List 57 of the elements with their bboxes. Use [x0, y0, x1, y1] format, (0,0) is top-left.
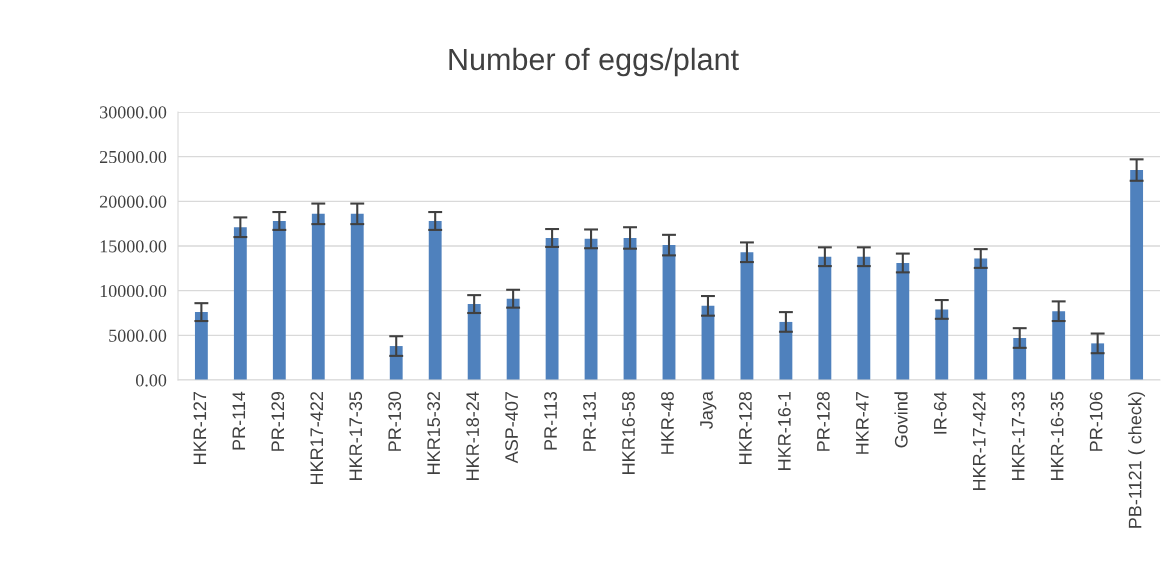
bar: [662, 245, 676, 380]
y-tick-label: 0.00: [135, 374, 167, 387]
bar: [779, 321, 793, 380]
x-tick-label: HKR16-58: [622, 391, 635, 474]
x-tick-label: HKR-17-35: [349, 391, 363, 480]
bar: [1091, 343, 1105, 380]
bar: [896, 262, 910, 380]
y-tick-label: 10000.00: [100, 284, 167, 298]
bar: [506, 298, 520, 380]
x-tick-label: IR-64: [933, 391, 947, 434]
chart-title: Number of eggs/plant: [449, 47, 739, 77]
x-tick-label: HKR-16-35: [1050, 391, 1064, 480]
bar: [194, 312, 208, 380]
x-tick-label: HKR-127: [193, 392, 207, 464]
bar: [311, 213, 325, 380]
x-tick-label: PR-106: [1089, 391, 1103, 451]
x-tick-label: HKR-47: [856, 392, 869, 454]
bar: [1013, 338, 1027, 380]
bar: [467, 304, 481, 380]
y-tick-label: 30000.00: [100, 106, 167, 119]
x-tick-label: PR-114: [232, 391, 246, 450]
bar: [740, 252, 754, 380]
x-tick-label: PR-129: [271, 391, 285, 451]
bar: [818, 256, 832, 380]
x-tick-label: PR-113: [544, 391, 557, 450]
x-tick-label: ASP-407: [505, 392, 518, 464]
y-tick-label: 20000.00: [99, 195, 167, 208]
x-tick-label: PR-130: [388, 391, 402, 451]
x-tick-label: HKR-16-1: [777, 391, 791, 470]
x-tick-label: HKR17-422: [310, 392, 323, 484]
x-tick-label: PR-128: [816, 391, 830, 451]
x-tick-label: Jaya: [700, 391, 717, 429]
bar: [623, 237, 637, 380]
bar: [584, 238, 598, 380]
bar: [428, 220, 442, 380]
bar: [350, 213, 364, 380]
x-tick-label: Govind: [894, 392, 908, 448]
x-tick-label: HKR-18-24: [466, 391, 480, 480]
bar: [701, 305, 715, 380]
x-tick-label: HKR-128: [739, 391, 752, 464]
x-tick-label: HKR-17-424: [972, 391, 986, 490]
x-tick-label: PR-131: [583, 391, 596, 451]
bar: [545, 237, 559, 380]
y-tick-label: 5000.00: [109, 329, 167, 342]
x-tick-label: HKR-48: [661, 391, 674, 454]
x-tick-label: HKR-17-33: [1011, 391, 1025, 480]
bar: [233, 227, 247, 380]
bar: [1130, 170, 1144, 380]
y-tick-label: 15000.00: [100, 240, 167, 253]
bar: [974, 258, 988, 380]
bar: [272, 220, 286, 380]
bar: [1052, 311, 1066, 380]
y-tick-label: 25000.00: [99, 150, 167, 164]
bar: [935, 309, 949, 380]
x-tick-label: PB-1121 ( check): [1128, 392, 1146, 528]
x-tick-label: HKR15-32: [427, 392, 441, 474]
bar: [857, 256, 871, 380]
